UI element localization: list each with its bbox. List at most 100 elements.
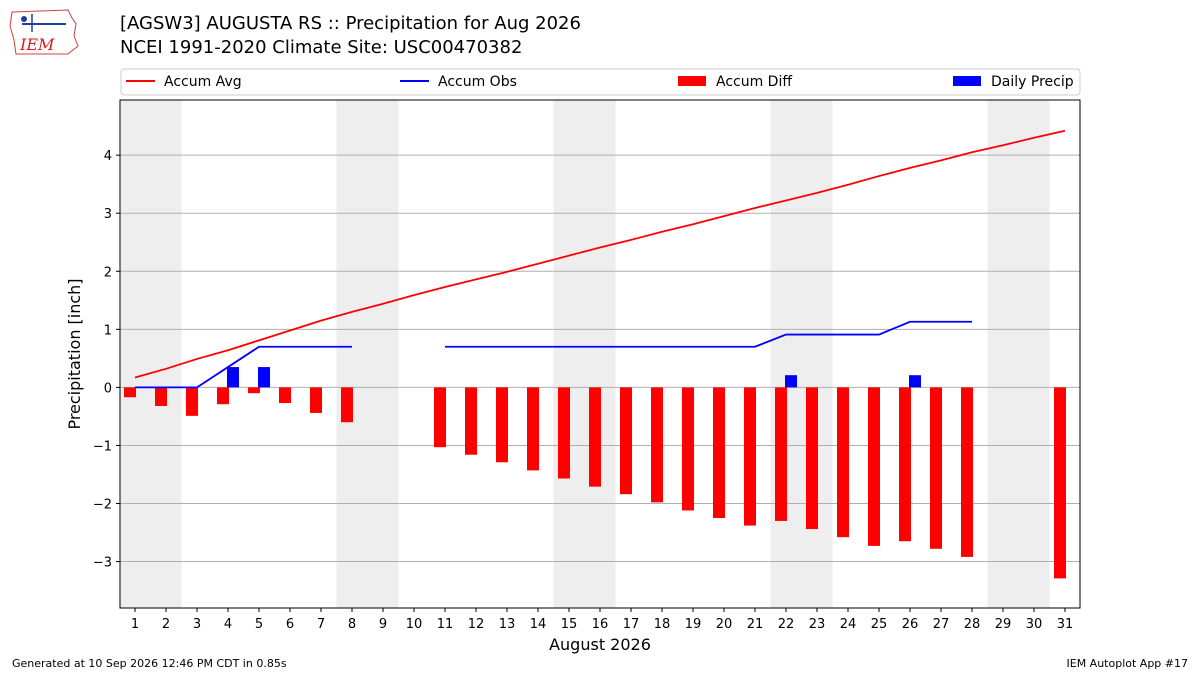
legend-swatch <box>678 76 706 86</box>
accum-diff-bar <box>155 387 167 406</box>
accum-diff-bar <box>775 387 787 521</box>
x-tick-label: 10 <box>406 617 423 632</box>
legend-label: Accum Obs <box>438 74 517 90</box>
daily-precip-bar <box>227 367 239 388</box>
daily-precip-bar <box>785 375 797 388</box>
x-tick-label: 11 <box>437 617 454 632</box>
x-tick-label: 2 <box>162 617 170 632</box>
accum-diff-bar <box>589 387 601 487</box>
chart-subtitle: NCEI 1991-2020 Climate Site: USC00470382 <box>120 37 523 58</box>
y-tick-label: 2 <box>104 265 112 280</box>
accum-diff-bar <box>620 387 632 495</box>
accum-diff-bar <box>713 387 725 519</box>
accum-diff-bar <box>434 387 446 448</box>
y-tick-label: 0 <box>104 381 112 396</box>
accum-obs-line <box>135 345 352 389</box>
y-tick-label: −1 <box>93 439 112 454</box>
weekend-shade <box>367 100 399 608</box>
x-tick-label: 6 <box>286 617 294 632</box>
accum-diff-bar <box>248 387 260 394</box>
y-tick-label: −3 <box>93 556 112 571</box>
chart-title: [AGSW3] AUGUSTA RS :: Precipitation for … <box>120 13 581 34</box>
x-tick-label: 27 <box>933 617 950 632</box>
x-tick-label: 31 <box>1057 617 1074 632</box>
x-tick-label: 18 <box>654 617 671 632</box>
x-tick-label: 28 <box>964 617 981 632</box>
x-tick-label: 3 <box>193 617 201 632</box>
legend-label: Accum Diff <box>716 74 792 90</box>
weekend-shade <box>150 100 182 608</box>
x-tick-label: 9 <box>379 617 387 632</box>
legend-label: Accum Avg <box>164 74 242 90</box>
y-tick-label: 3 <box>104 207 112 222</box>
x-tick-label: 26 <box>902 617 919 632</box>
x-tick-label: 30 <box>1026 617 1043 632</box>
y-tick-label: −2 <box>93 497 112 512</box>
x-tick-label: 17 <box>623 617 640 632</box>
x-tick-label: 15 <box>561 617 578 632</box>
accum-diff-bar <box>930 387 942 549</box>
generated-timestamp: Generated at 10 Sep 2026 12:46 PM CDT in… <box>12 657 287 670</box>
daily-precip-bar <box>909 375 921 388</box>
logo-text: IEM <box>19 35 55 54</box>
weekend-shade <box>1018 100 1050 608</box>
iowa-map-outline <box>9 9 79 55</box>
x-tick-label: 16 <box>592 617 609 632</box>
logo-cup <box>21 16 27 22</box>
legend-swatch <box>953 76 981 86</box>
accum-diff-bar <box>279 387 291 404</box>
accum-diff-bar <box>217 387 229 405</box>
x-tick-label: 21 <box>747 617 764 632</box>
x-tick-label: 8 <box>348 617 356 632</box>
x-tick-label: 19 <box>685 617 702 632</box>
accum-diff-bar <box>682 387 694 511</box>
accum-diff-bar <box>744 387 756 526</box>
x-tick-label: 12 <box>468 617 485 632</box>
x-tick-label: 5 <box>255 617 263 632</box>
accum-diff-bar <box>806 387 818 530</box>
accum-diff-bar <box>310 387 322 413</box>
weekend-shade <box>119 100 151 608</box>
iem-logo: IEM <box>9 9 79 55</box>
y-tick-label: 4 <box>104 149 112 164</box>
accum-diff-bar <box>1054 387 1066 579</box>
accum-diff-bar <box>651 387 663 503</box>
x-tick-label: 4 <box>224 617 232 632</box>
accum-diff-bar <box>186 387 198 416</box>
x-tick-label: 29 <box>995 617 1012 632</box>
accum-diff-bar <box>899 387 911 542</box>
x-tick-label: 13 <box>499 617 516 632</box>
x-tick-label: 22 <box>778 617 795 632</box>
weekend-shade <box>336 100 368 608</box>
y-tick-label: 1 <box>104 323 112 338</box>
x-tick-label: 24 <box>840 617 857 632</box>
x-tick-label: 23 <box>809 617 826 632</box>
x-tick-label: 14 <box>530 617 547 632</box>
x-tick-label: 25 <box>871 617 888 632</box>
accum-diff-bar <box>868 387 880 546</box>
y-axis-label: Precipitation [inch] <box>65 278 84 429</box>
accum-avg-line <box>134 129 1066 379</box>
daily-precip-bar <box>258 367 270 388</box>
weekend-shade <box>770 100 802 608</box>
legend-label: Daily Precip <box>991 74 1074 90</box>
app-credit: IEM Autoplot App #17 <box>1066 657 1189 670</box>
weekend-shade <box>987 100 1019 608</box>
accum-diff-bar <box>124 387 136 398</box>
legend-box <box>120 68 1081 96</box>
x-tick-label: 1 <box>131 617 139 632</box>
accum-diff-bar <box>527 387 539 471</box>
accum-diff-bar <box>496 387 508 463</box>
weekend-shade <box>584 100 616 608</box>
accum-diff-bar <box>465 387 477 455</box>
accum-diff-bar <box>961 387 973 557</box>
weekend-shade <box>553 100 585 608</box>
x-axis-label: August 2026 <box>549 635 651 654</box>
accum-diff-bar <box>341 387 353 423</box>
weekend-shade <box>801 100 833 608</box>
accum-diff-bar <box>558 387 570 479</box>
accum-obs-line <box>445 320 972 348</box>
x-tick-label: 20 <box>716 617 733 632</box>
accum-diff-bar <box>837 387 849 538</box>
